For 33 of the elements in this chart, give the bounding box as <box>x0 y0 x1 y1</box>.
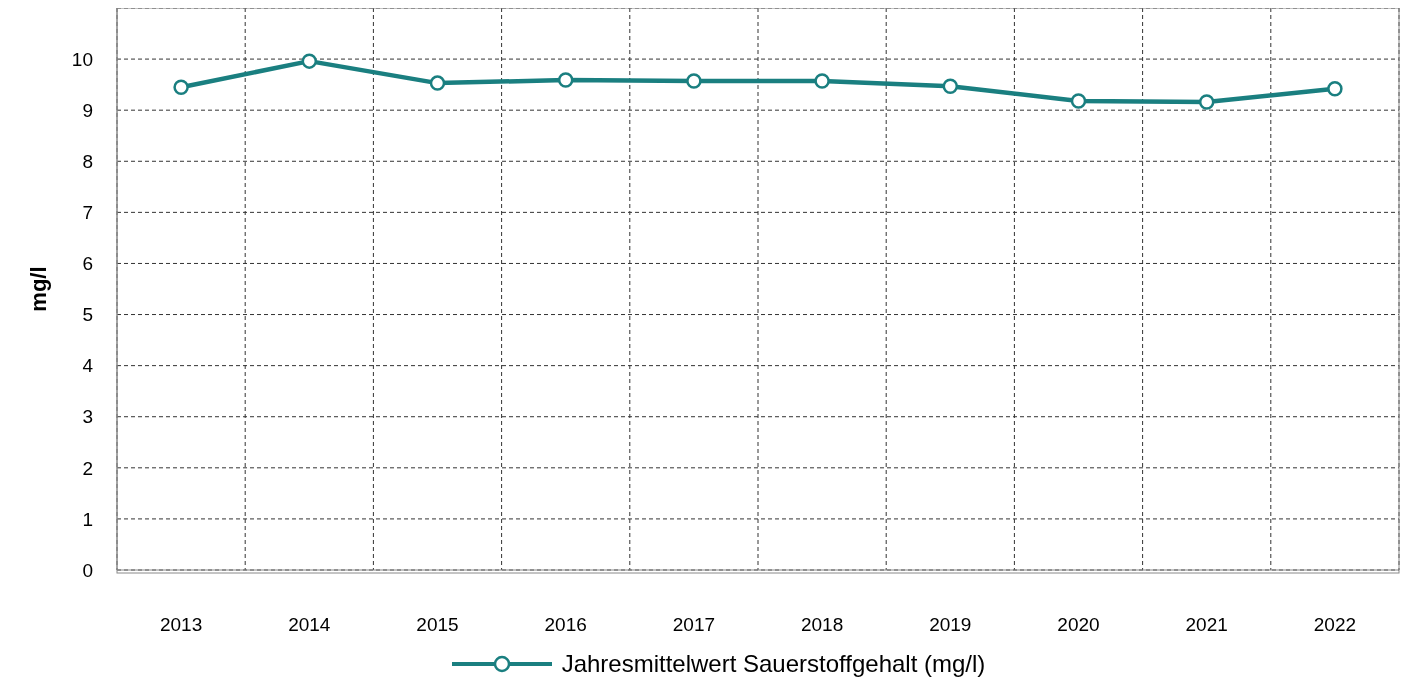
point <box>429 75 446 91</box>
x-tick-label: 2014 <box>288 614 331 636</box>
x-tick-label: 2020 <box>1057 614 1100 636</box>
y-tick-label: 9 <box>82 99 93 121</box>
y-tick-label: 6 <box>82 253 93 275</box>
point <box>1327 80 1343 97</box>
x-tick-label: 2018 <box>800 614 844 636</box>
x-tick-label: 2019 <box>929 614 972 636</box>
y-tick-label: 0 <box>82 559 93 581</box>
x-tick-label: 2022 <box>1313 614 1357 636</box>
point <box>557 72 574 88</box>
y-tick-label: 3 <box>82 406 93 428</box>
y-tick-label: 7 <box>82 202 93 224</box>
point <box>1198 94 1215 110</box>
legend-label: Jahresmittelwert Sauerstoffgehalt (mg/l) <box>561 650 986 678</box>
point <box>173 79 189 95</box>
x-tick-label: 2021 <box>1185 614 1228 636</box>
point <box>1070 93 1087 109</box>
x-tick-label: 2013 <box>159 614 203 636</box>
x-tick-label: 2017 <box>672 614 716 636</box>
y-tick-label: 4 <box>82 355 94 377</box>
point <box>942 78 959 94</box>
point <box>301 53 318 69</box>
x-tick-label: 2016 <box>544 614 587 636</box>
y-tick-label: 2 <box>82 457 93 479</box>
x-tick-label: 2015 <box>416 614 459 636</box>
point <box>686 73 702 89</box>
y-tick-label: 10 <box>71 48 93 70</box>
y-tick-label: 8 <box>82 151 93 173</box>
point <box>814 73 830 89</box>
y-axis-title: mg/l <box>25 266 51 312</box>
y-tick-label: 1 <box>82 508 93 530</box>
y-tick-label: 5 <box>82 304 93 326</box>
